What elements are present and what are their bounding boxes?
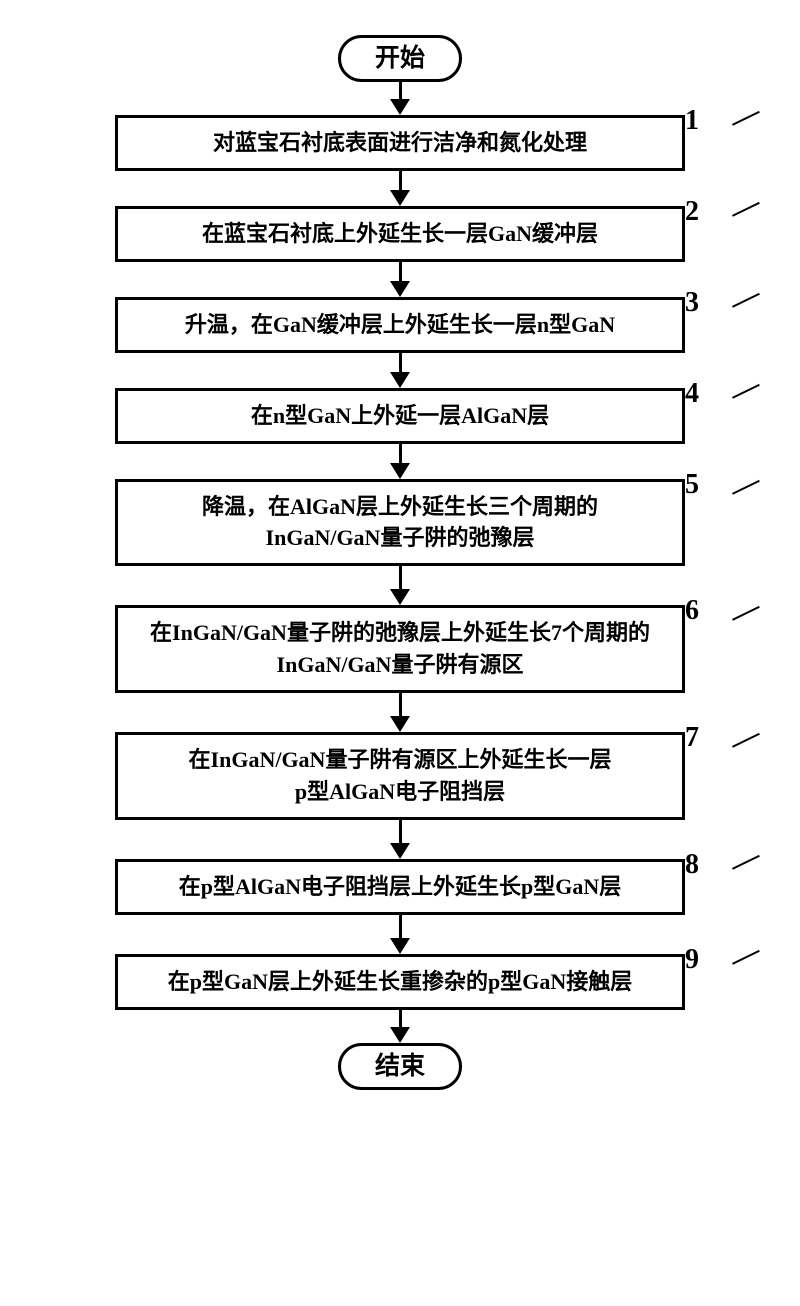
arrow-head (390, 843, 410, 859)
arrow (115, 262, 685, 297)
process-text: 在n型GaN上外延一层AlGaN层 (251, 403, 549, 428)
arrow (115, 820, 685, 859)
arrow (115, 693, 685, 732)
arrow-head (390, 589, 410, 605)
arrow-head (390, 463, 410, 479)
step-number: 8 (685, 851, 699, 879)
process-text: 在蓝宝石衬底上外延生长一层GaN缓冲层 (202, 221, 598, 246)
process-step-2: 在蓝宝石衬底上外延生长一层GaN缓冲层2 (115, 206, 685, 262)
arrow-head (390, 99, 410, 115)
step-leader-line (732, 111, 760, 126)
step-leader-line (732, 855, 760, 870)
process-box: 在InGaN/GaN量子阱有源区上外延生长一层 p型AlGaN电子阻挡层 (115, 732, 685, 820)
process-text: 在InGaN/GaN量子阱有源区上外延生长一层 (189, 747, 612, 772)
arrow-shaft (399, 566, 402, 590)
step-leader-line (732, 202, 760, 217)
process-step-1: 对蓝宝石衬底表面进行洁净和氮化处理1 (115, 115, 685, 171)
step-leader-line (732, 384, 760, 399)
end-terminator: 结束 (338, 1043, 462, 1090)
step-number: 1 (685, 107, 699, 135)
arrow-shaft (399, 693, 402, 717)
flowchart-container: 开始 对蓝宝石衬底表面进行洁净和氮化处理1在蓝宝石衬底上外延生长一层GaN缓冲层… (0, 0, 800, 1125)
process-text: 在p型AlGaN电子阻挡层上外延生长p型GaN层 (179, 874, 621, 899)
step-number: 2 (685, 198, 699, 226)
arrow-shaft (399, 1010, 402, 1028)
arrow (115, 1010, 685, 1043)
process-box: 在InGaN/GaN量子阱的弛豫层上外延生长7个周期的InGaN/GaN量子阱有… (115, 605, 685, 693)
process-text: 对蓝宝石衬底表面进行洁净和氮化处理 (213, 130, 587, 155)
start-terminator: 开始 (338, 35, 462, 82)
step-number: 7 (685, 724, 699, 752)
process-box: 在n型GaN上外延一层AlGaN层 (115, 388, 685, 444)
process-box: 在蓝宝石衬底上外延生长一层GaN缓冲层 (115, 206, 685, 262)
process-box: 升温，在GaN缓冲层上外延生长一层n型GaN (115, 297, 685, 353)
arrow (115, 566, 685, 605)
process-step-9: 在p型GaN层上外延生长重掺杂的p型GaN接触层9 (115, 954, 685, 1010)
process-box: 对蓝宝石衬底表面进行洁净和氮化处理 (115, 115, 685, 171)
process-text: InGaN/GaN量子阱的弛豫层 (266, 525, 535, 550)
step-number: 4 (685, 380, 699, 408)
arrow-head (390, 190, 410, 206)
process-text: 降温，在AlGaN层上外延生长三个周期的 (202, 494, 598, 519)
start-label: 开始 (375, 45, 425, 72)
arrow-shaft (399, 171, 402, 191)
step-leader-line (732, 479, 760, 494)
arrow-shaft (399, 444, 402, 464)
arrow-shaft (399, 820, 402, 844)
process-text: 升温，在GaN缓冲层上外延生长一层n型GaN (185, 312, 615, 337)
end-label: 结束 (375, 1053, 425, 1080)
arrow-shaft (399, 915, 402, 939)
process-box: 在p型GaN层上外延生长重掺杂的p型GaN接触层 (115, 954, 685, 1010)
arrow-shaft (399, 353, 402, 373)
process-step-7: 在InGaN/GaN量子阱有源区上外延生长一层p型AlGaN电子阻挡层7 (115, 732, 685, 820)
step-leader-line (732, 733, 760, 748)
process-text: 在p型GaN层上外延生长重掺杂的p型GaN接触层 (168, 969, 632, 994)
arrow (115, 171, 685, 206)
process-step-5: 降温，在AlGaN层上外延生长三个周期的InGaN/GaN量子阱的弛豫层5 (115, 479, 685, 567)
step-number: 5 (685, 471, 699, 499)
arrow-head (390, 716, 410, 732)
process-step-6: 在InGaN/GaN量子阱的弛豫层上外延生长7个周期的InGaN/GaN量子阱有… (115, 605, 685, 693)
process-step-8: 在p型AlGaN电子阻挡层上外延生长p型GaN层8 (115, 859, 685, 915)
arrow-head (390, 372, 410, 388)
arrow (390, 82, 410, 115)
arrow-shaft (399, 82, 402, 100)
arrow-head (390, 281, 410, 297)
step-leader-line (732, 293, 760, 308)
process-text: p型AlGaN电子阻挡层 (295, 779, 505, 804)
process-step-4: 在n型GaN上外延一层AlGaN层4 (115, 388, 685, 444)
process-box: 降温，在AlGaN层上外延生长三个周期的 InGaN/GaN量子阱的弛豫层 (115, 479, 685, 567)
process-box: 在p型AlGaN电子阻挡层上外延生长p型GaN层 (115, 859, 685, 915)
arrow-head (390, 938, 410, 954)
process-step-3: 升温，在GaN缓冲层上外延生长一层n型GaN3 (115, 297, 685, 353)
step-leader-line (732, 950, 760, 965)
step-leader-line (732, 606, 760, 621)
process-text: 在InGaN/GaN量子阱的弛豫层上外延生长7个周期的InGaN/GaN量子阱有… (150, 620, 650, 677)
arrow (115, 353, 685, 388)
arrow (115, 915, 685, 954)
arrow-shaft (399, 262, 402, 282)
arrow (115, 444, 685, 479)
arrow-head (390, 1027, 410, 1043)
step-number: 6 (685, 597, 699, 625)
step-number: 3 (685, 289, 699, 317)
step-number: 9 (685, 946, 699, 974)
